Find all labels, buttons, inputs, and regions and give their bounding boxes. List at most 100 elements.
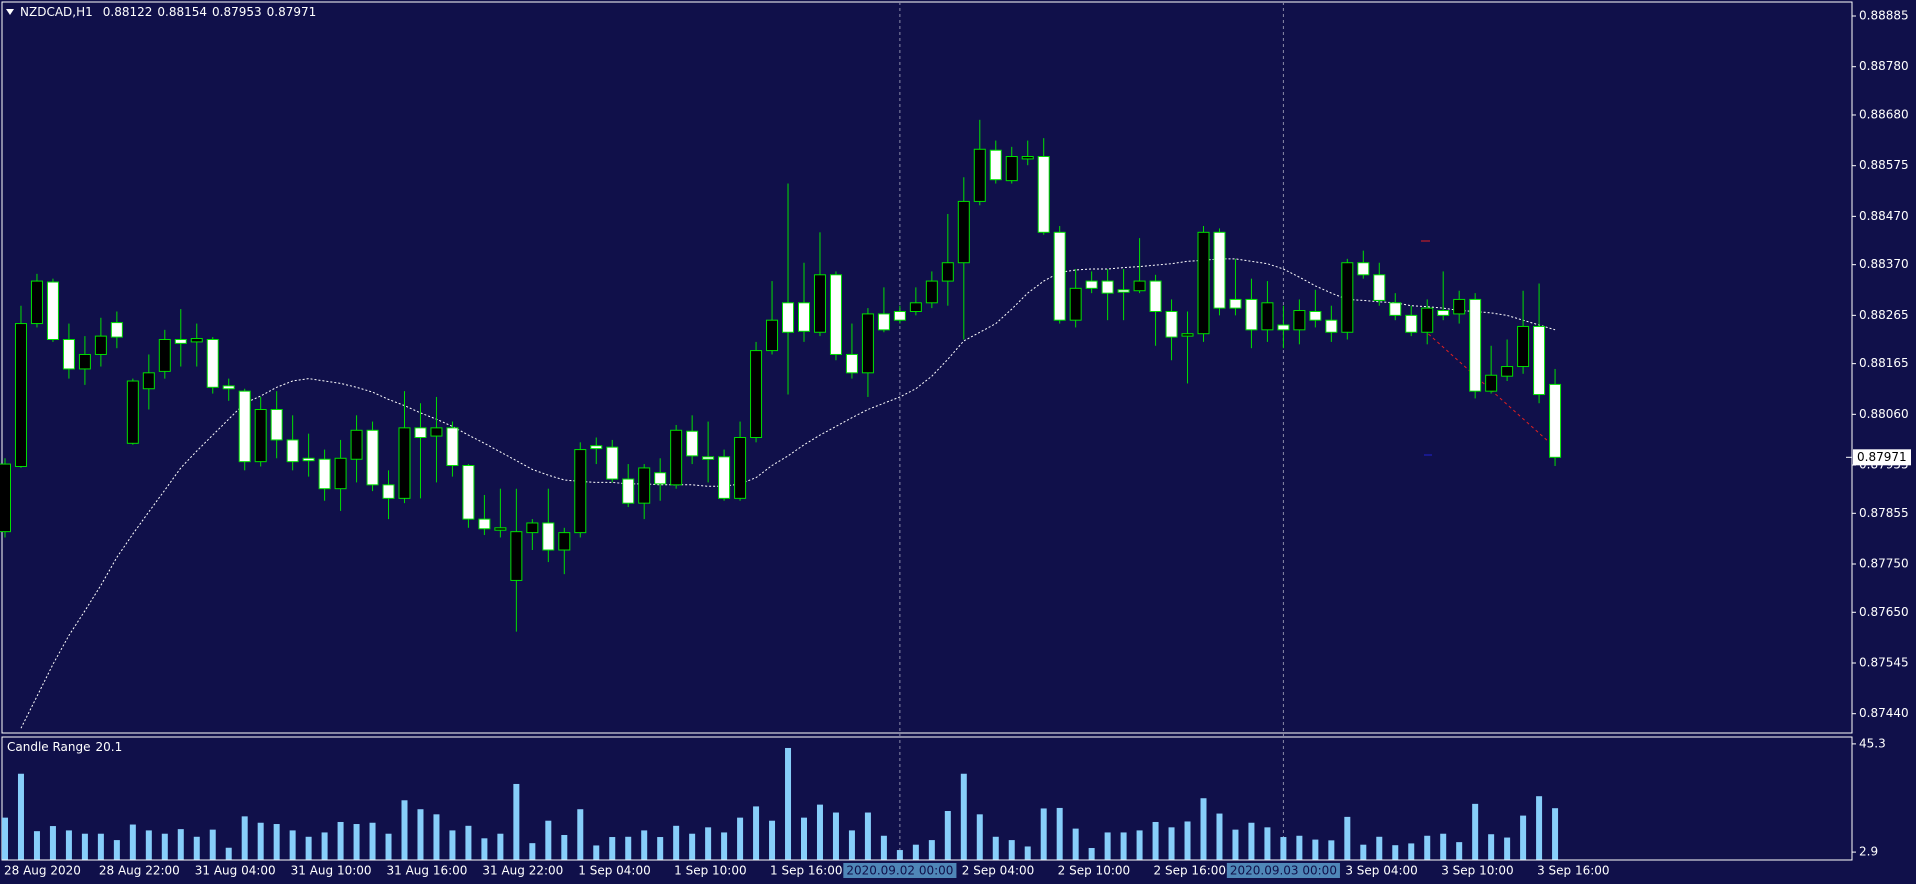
chart-header: NZDCAD,H1 0.88122 0.88154 0.87953 0.87971 bbox=[20, 5, 316, 19]
candle-body-up bbox=[78, 353, 91, 370]
range-bar bbox=[1248, 822, 1255, 860]
candle-body-down bbox=[222, 385, 235, 390]
range-bar bbox=[944, 811, 951, 860]
candle-body-down bbox=[1245, 298, 1258, 331]
separator-label-bg bbox=[843, 863, 957, 878]
range-bar bbox=[705, 827, 712, 860]
range-bar bbox=[1312, 839, 1319, 860]
range-bar bbox=[1280, 837, 1287, 860]
candle-body-up bbox=[1453, 298, 1466, 315]
symbol: NZDCAD,H1 bbox=[20, 5, 93, 19]
range-bar bbox=[864, 812, 871, 860]
range-bar bbox=[1024, 846, 1031, 860]
candle-body-up bbox=[574, 449, 587, 534]
y-tick-label: 0.87650 bbox=[1859, 605, 1909, 619]
overlay-line bbox=[20, 258, 1556, 729]
range-bar bbox=[721, 832, 728, 860]
range-bar bbox=[1104, 832, 1111, 860]
candle-body-up bbox=[510, 531, 523, 581]
range-bar bbox=[1552, 808, 1559, 860]
range-bar bbox=[17, 773, 24, 860]
candle-body-down bbox=[798, 302, 810, 332]
candle-body-up bbox=[398, 427, 411, 499]
header-high: 0.88154 bbox=[157, 5, 207, 19]
range-bar bbox=[1376, 836, 1383, 860]
current-price-label: 0.87971 bbox=[1857, 450, 1907, 464]
candle-body-down bbox=[462, 465, 475, 520]
candle-body-down bbox=[1373, 274, 1386, 301]
candle-body-up bbox=[1341, 262, 1354, 333]
candle-body-down bbox=[1085, 280, 1098, 289]
separator-label: 2020.09.03 00:00 bbox=[1230, 864, 1337, 878]
candle-body-down bbox=[1469, 298, 1482, 392]
candle-body-up bbox=[1181, 333, 1194, 337]
candle-body-down bbox=[478, 518, 491, 530]
range-bar bbox=[449, 830, 456, 860]
range-bar bbox=[816, 804, 823, 860]
range-bar bbox=[880, 835, 887, 860]
candle-body-down bbox=[622, 478, 635, 504]
candle-body-up bbox=[638, 467, 651, 504]
candle-body-down bbox=[270, 409, 283, 441]
range-bar bbox=[529, 843, 536, 860]
menu-arrow[interactable] bbox=[6, 9, 14, 15]
range-bar bbox=[113, 840, 120, 860]
candle-body-up bbox=[766, 319, 779, 352]
range-bar bbox=[289, 830, 296, 860]
range-bar bbox=[673, 825, 680, 860]
candle-body-down bbox=[446, 427, 459, 467]
candle-body-down bbox=[606, 446, 619, 480]
range-bar bbox=[737, 817, 744, 860]
candle-body-down bbox=[110, 322, 123, 338]
candle-body-down bbox=[782, 302, 795, 333]
candle-body-down bbox=[1549, 383, 1562, 458]
y-tick-label: 0.87750 bbox=[1859, 557, 1909, 571]
candle-body-down bbox=[829, 274, 842, 355]
y-tick-label: 0.87545 bbox=[1859, 655, 1909, 669]
candle-body-up bbox=[941, 262, 954, 282]
range-bar bbox=[273, 824, 280, 860]
y-tick-label: 0.87855 bbox=[1859, 506, 1909, 520]
range-bar bbox=[1168, 827, 1175, 860]
candle-body-up bbox=[494, 527, 507, 531]
range-bar bbox=[1088, 848, 1095, 860]
indicator-name: Candle Range bbox=[7, 740, 91, 754]
candle-body-down bbox=[366, 429, 379, 486]
range-bar bbox=[832, 812, 839, 860]
range-bar bbox=[593, 845, 600, 860]
indicator-y-tick-label: 45.3 bbox=[1859, 736, 1886, 750]
candle-body-down bbox=[1149, 280, 1162, 312]
range-bar bbox=[321, 832, 328, 860]
candle-body-down bbox=[1389, 302, 1402, 316]
range-bar bbox=[1504, 837, 1511, 860]
candle-body-down bbox=[845, 353, 858, 374]
candle-body-up bbox=[1485, 374, 1498, 392]
candle-body-down bbox=[1053, 231, 1066, 321]
candle-body-down bbox=[702, 456, 715, 460]
header-low: 0.87953 bbox=[212, 5, 262, 19]
range-bar bbox=[209, 829, 216, 860]
candle-body-down bbox=[286, 439, 299, 463]
x-tick-label: 31 Aug 04:00 bbox=[195, 864, 276, 878]
range-bar bbox=[161, 833, 168, 860]
candle-body-down bbox=[590, 445, 603, 450]
candle-body-down bbox=[1165, 310, 1178, 338]
candle-body-down bbox=[382, 484, 395, 499]
range-bar bbox=[896, 850, 903, 860]
range-bar bbox=[928, 840, 935, 860]
range-bar bbox=[65, 830, 72, 860]
current-price-box bbox=[1853, 449, 1911, 466]
range-bar bbox=[545, 820, 552, 860]
candle-body-down bbox=[1405, 314, 1418, 333]
candle-body-up bbox=[350, 429, 363, 460]
x-tick-label: 3 Sep 04:00 bbox=[1345, 864, 1417, 878]
range-bar bbox=[1296, 835, 1303, 860]
range-bar bbox=[481, 838, 488, 860]
range-bar bbox=[1216, 813, 1223, 860]
range-bar bbox=[1264, 827, 1271, 860]
trend-line bbox=[1423, 329, 1550, 443]
separator-label: 2020.09.02 00:00 bbox=[846, 864, 953, 878]
candle-body-up bbox=[861, 313, 874, 374]
candle-body-up bbox=[14, 323, 27, 467]
